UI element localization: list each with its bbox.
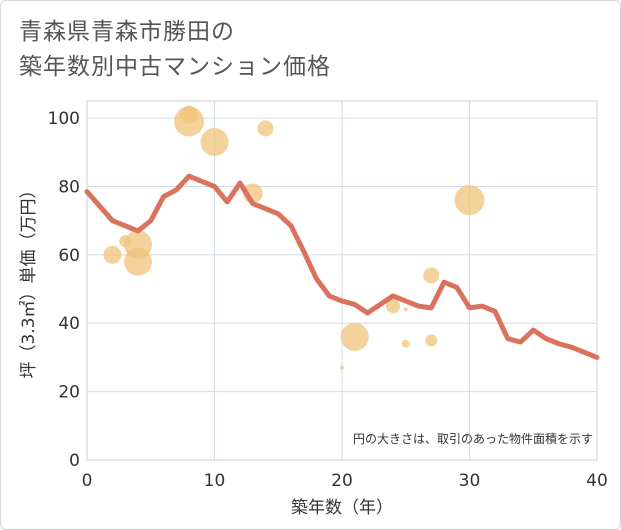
bubble-point — [103, 245, 122, 264]
x-tick-label: 30 — [459, 471, 481, 491]
bubble-point — [425, 334, 438, 347]
x-tick-label: 10 — [204, 471, 226, 491]
bubble-size-note: 円の大きさは、取引のあった物件面積を示す — [353, 431, 593, 446]
y-tick-label: 40 — [58, 314, 80, 334]
chart-title-line-1: 青森県青森市勝田の — [19, 19, 235, 45]
x-tick-label: 20 — [331, 471, 353, 491]
bubble-point — [401, 339, 410, 348]
bubble-point — [124, 247, 152, 276]
bubble-point — [340, 365, 344, 370]
bubble-point — [454, 185, 485, 216]
grid-lines — [87, 101, 597, 460]
x-tick-labels: 0 10 20 30 40 — [82, 471, 608, 491]
trend-line-series — [84, 173, 600, 360]
bubble-point — [423, 267, 440, 284]
plot-area-frame — [86, 100, 598, 461]
y-axis-label: 坪（3.3㎡）単価（万円） — [19, 181, 39, 378]
bubble-point — [180, 105, 198, 124]
bubble-point — [403, 307, 408, 312]
bubble-series — [103, 105, 485, 370]
y-tick-label: 60 — [58, 246, 80, 266]
y-tick-label: 20 — [58, 383, 80, 403]
bubble-point — [340, 322, 369, 351]
y-tick-label: 0 — [69, 451, 80, 471]
x-tick-label: 40 — [586, 471, 608, 491]
y-tick-label: 100 — [48, 109, 80, 129]
y-tick-label: 80 — [58, 177, 80, 197]
chart-title-line-2: 築年数別中古マンション価格 — [19, 54, 331, 80]
bubble-point — [257, 120, 274, 137]
x-axis-label: 築年数（年） — [291, 498, 393, 518]
chart-title: 青森県青森市勝田の 築年数別中古マンション価格 — [19, 15, 331, 85]
bubble-point — [200, 128, 229, 157]
bubble-point — [386, 299, 400, 314]
y-tick-labels: 0 20 40 60 80 100 — [48, 109, 80, 471]
trend-line — [84, 173, 600, 360]
x-tick-label: 0 — [82, 471, 93, 491]
